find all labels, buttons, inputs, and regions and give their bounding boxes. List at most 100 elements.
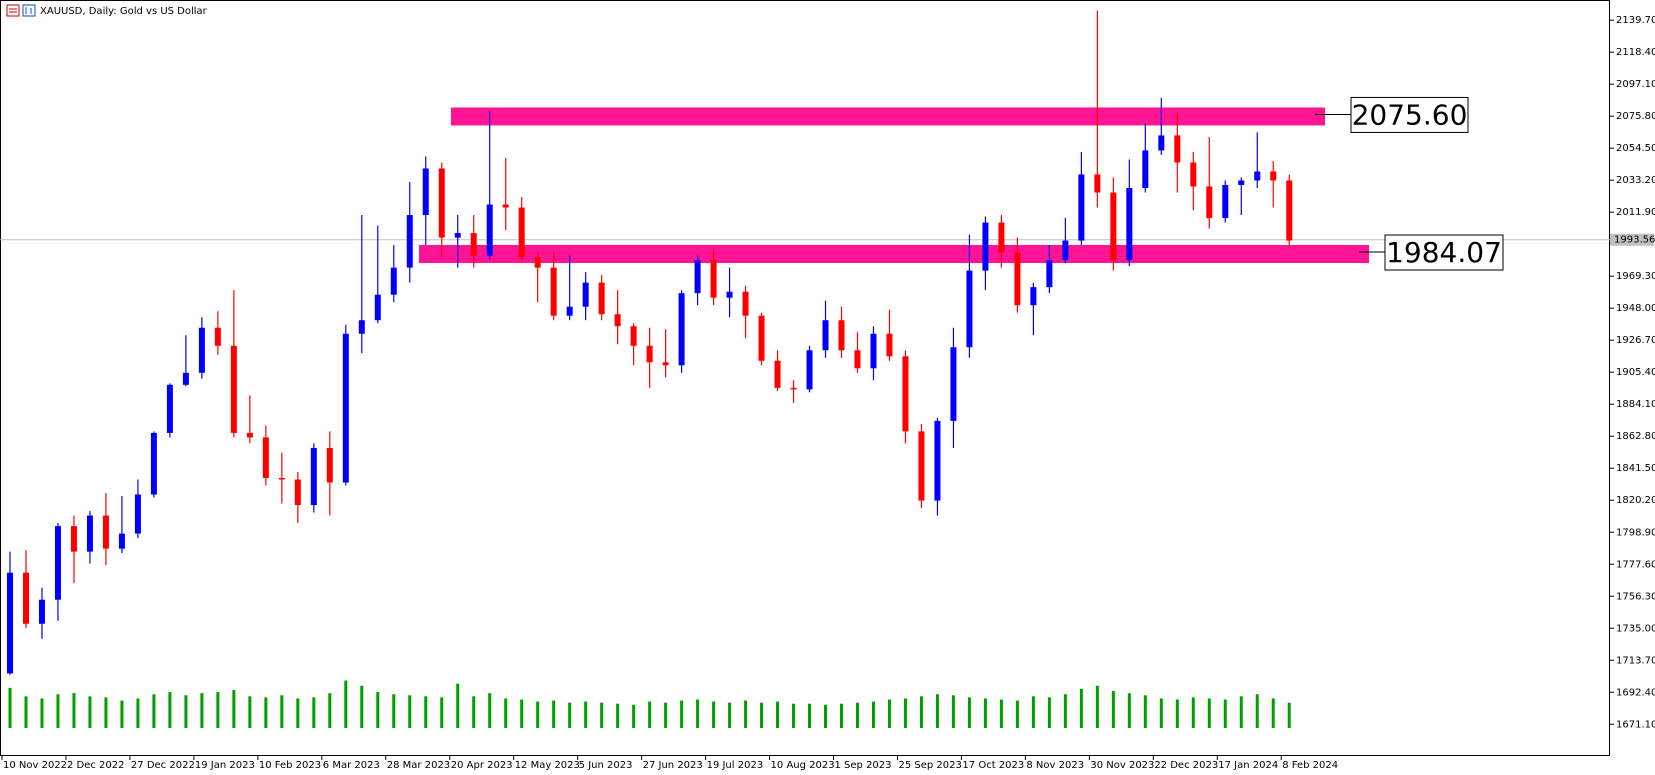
volume-bar bbox=[1255, 694, 1259, 728]
candle-body bbox=[358, 320, 365, 334]
candle-body bbox=[406, 215, 413, 268]
x-tick-label: 22 Dec 2023 bbox=[1154, 760, 1218, 771]
candle-body bbox=[566, 306, 573, 316]
candle-body bbox=[230, 345, 237, 433]
volume-bar bbox=[296, 698, 300, 728]
y-tick-label: 1948.00 bbox=[1616, 303, 1655, 314]
candle-body bbox=[1126, 187, 1133, 261]
last-price-label: 1993.56 bbox=[1614, 235, 1655, 246]
x-tick-label: 19 Jan 2023 bbox=[195, 760, 255, 771]
volume-bar bbox=[967, 697, 971, 728]
zone bbox=[451, 107, 1325, 126]
volume-bar bbox=[1015, 700, 1019, 728]
x-tick-label: 10 Feb 2023 bbox=[259, 760, 321, 771]
plot-frame bbox=[0, 0, 1610, 756]
volume-bar bbox=[1287, 702, 1291, 728]
volume-bar bbox=[1143, 695, 1147, 728]
candle-body bbox=[1030, 287, 1037, 306]
x-tick-label: 17 Oct 2023 bbox=[962, 760, 1024, 771]
volume-bar bbox=[408, 695, 412, 728]
x-tick-label: 10 Nov 2022 bbox=[3, 760, 67, 771]
y-tick-label: 1862.80 bbox=[1616, 431, 1655, 442]
candle-body bbox=[214, 327, 221, 346]
candle-body bbox=[854, 350, 861, 369]
x-tick-label: 27 Jun 2023 bbox=[643, 760, 703, 771]
candle-body bbox=[838, 320, 845, 351]
volume-bar bbox=[488, 693, 492, 728]
x-tick-label: 25 Sep 2023 bbox=[898, 760, 961, 771]
volume-bar bbox=[1271, 698, 1275, 728]
volume-bar bbox=[728, 702, 732, 728]
candle-body bbox=[150, 432, 157, 495]
volume-bar bbox=[903, 698, 907, 728]
volume-bar bbox=[200, 693, 204, 728]
volume-bar bbox=[744, 700, 748, 728]
volume-bar bbox=[552, 700, 556, 728]
candle-body bbox=[870, 333, 877, 369]
zone-label-box bbox=[1350, 96, 1469, 133]
volume-bar bbox=[88, 696, 92, 728]
volume-bar bbox=[360, 685, 364, 728]
candle-body bbox=[678, 293, 685, 366]
candle-body bbox=[438, 168, 445, 238]
volume-bar bbox=[568, 702, 572, 728]
candle-body bbox=[582, 282, 589, 307]
volume-bar bbox=[919, 696, 923, 728]
candle-body bbox=[1238, 180, 1245, 185]
volume-bar bbox=[871, 701, 875, 728]
volume-bar bbox=[152, 694, 156, 728]
candle-body bbox=[1094, 174, 1101, 193]
candle-body bbox=[166, 384, 173, 433]
volume-bar bbox=[664, 702, 668, 728]
volume-bar bbox=[1063, 694, 1067, 728]
candle-body bbox=[1046, 260, 1053, 288]
volume-bar bbox=[808, 703, 812, 728]
volume-bar bbox=[600, 702, 604, 728]
zone-label: 1984.07 bbox=[1386, 236, 1502, 269]
volume-bar bbox=[951, 695, 955, 728]
candle-body bbox=[790, 387, 797, 390]
volume-bar bbox=[935, 694, 939, 728]
icon bbox=[6, 4, 20, 17]
volume-bar bbox=[440, 697, 444, 728]
x-tick-label: 1 Sep 2023 bbox=[835, 760, 892, 771]
candle-body bbox=[86, 515, 93, 552]
y-tick-label: 1905.40 bbox=[1616, 367, 1655, 378]
volume-bar bbox=[840, 703, 844, 728]
volume-bar bbox=[648, 701, 652, 728]
candle-body bbox=[102, 515, 109, 549]
candle-body bbox=[646, 345, 653, 363]
volume-bar bbox=[887, 699, 891, 728]
x-tick-label: 2 Dec 2022 bbox=[67, 760, 125, 771]
y-tick-label: 1841.50 bbox=[1616, 463, 1655, 474]
x-tick-label: 12 May 2023 bbox=[515, 760, 580, 771]
candle-body bbox=[598, 282, 605, 315]
volume-bar bbox=[1031, 696, 1035, 728]
volume-bar bbox=[680, 700, 684, 728]
candle-body bbox=[1270, 171, 1277, 181]
x-tick-label: 30 Nov 2023 bbox=[1090, 760, 1154, 771]
candle-body bbox=[470, 233, 477, 256]
x-tick-label: 8 Feb 2024 bbox=[1282, 760, 1338, 771]
volume-bar bbox=[632, 704, 636, 728]
y-tick-label: 2118.40 bbox=[1616, 47, 1655, 58]
candle-body bbox=[374, 294, 381, 321]
candle-body bbox=[886, 333, 893, 357]
candle-body bbox=[182, 372, 189, 385]
volume-bar bbox=[760, 702, 764, 728]
zone-label-box bbox=[1384, 234, 1504, 271]
candle-body bbox=[550, 267, 557, 316]
volume-bar bbox=[1191, 697, 1195, 728]
chart-title: XAUUSD, Daily: Gold vs US Dollar bbox=[40, 6, 208, 17]
y-tick-label: 1798.90 bbox=[1616, 527, 1655, 538]
x-tick-label: 8 Nov 2023 bbox=[1026, 760, 1084, 771]
volume-bar bbox=[1079, 688, 1083, 728]
y-tick-label: 1777.60 bbox=[1616, 559, 1655, 570]
volume-bar bbox=[136, 698, 140, 728]
candle-body bbox=[934, 420, 941, 501]
volume-bar bbox=[248, 696, 252, 728]
x-tick-label: 10 Aug 2023 bbox=[771, 760, 835, 771]
volume-bar bbox=[312, 697, 316, 728]
candle-body bbox=[310, 447, 317, 506]
volume-bar bbox=[120, 700, 124, 728]
